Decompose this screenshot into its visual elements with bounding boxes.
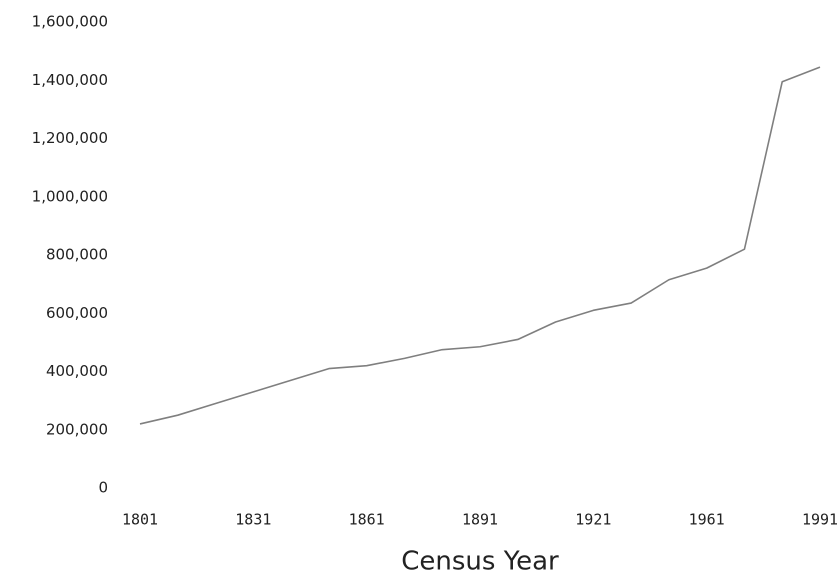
y-tick-label: 400,000 (46, 362, 108, 380)
y-tick-label: 1,000,000 (32, 187, 108, 205)
y-tick-label: 0 (98, 479, 108, 497)
y-tick-label: 1,200,000 (32, 129, 108, 147)
y-tick-label: 1,400,000 (32, 71, 108, 89)
x-tick-label: 1961 (689, 511, 725, 529)
y-tick-label: 1,600,000 (32, 13, 108, 31)
x-axis-title: Census Year (401, 547, 559, 575)
x-tick-label: 1921 (575, 511, 611, 529)
x-tick-label: 1861 (349, 511, 385, 529)
x-tick-label: 1831 (235, 511, 271, 529)
data-line (139, 66, 821, 425)
y-tick-label: 200,000 (46, 420, 108, 438)
y-tick-label: 600,000 (46, 304, 108, 322)
x-tick-label: 1801 (122, 511, 158, 529)
x-tick-label: 1991 (802, 511, 837, 529)
x-tick-label: 1891 (462, 511, 498, 529)
y-tick-label: 800,000 (46, 246, 108, 264)
